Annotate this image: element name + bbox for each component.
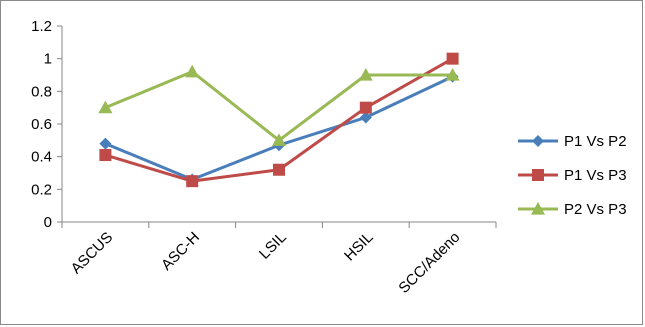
data-point-p1-vs-p2 (99, 137, 112, 150)
y-tick-label: 1.2 (31, 18, 52, 35)
data-point-p1-vs-p3 (186, 175, 199, 188)
series-line-p1-vs-p3 (104, 57, 454, 183)
legend-marker-p1-vs-p3 (532, 169, 544, 181)
data-point-p2-vs-p3 (185, 64, 200, 78)
x-tick-label: HSIL (341, 229, 377, 265)
data-point-p1-vs-p3 (359, 101, 372, 114)
y-tick-label: 0.4 (31, 149, 52, 166)
legend-label-p1-vs-p3: P1 Vs P3 (564, 167, 627, 184)
data-point-p2-vs-p3 (445, 68, 460, 81)
legend-label-p2-vs-p3: P2 Vs P3 (564, 201, 627, 218)
data-point-p2-vs-p3 (272, 133, 286, 146)
x-tick-label: ASCUS (68, 229, 117, 278)
data-point-p2-vs-p3 (358, 68, 373, 81)
y-tick-label: 0.8 (31, 83, 52, 100)
x-tick-label: SCC/Adeno (395, 229, 463, 297)
legend-marker-p1-vs-p2 (532, 135, 544, 147)
series-line-p2-vs-p3 (104, 70, 453, 142)
y-tick-label: 0.6 (31, 116, 52, 133)
data-point-p2-vs-p3 (98, 100, 113, 114)
y-tick-label: 1 (44, 51, 52, 68)
data-point-p1-vs-p2 (359, 111, 372, 124)
x-tick-label: ASC-H (158, 229, 203, 274)
x-tick-label: LSIL (256, 229, 290, 263)
data-point-p1-vs-p3 (273, 163, 285, 176)
y-tick-label: 0.2 (31, 181, 52, 198)
legend-marker-p2-vs-p3 (531, 202, 545, 215)
data-point-p1-vs-p3 (446, 52, 459, 65)
data-point-p1-vs-p3 (99, 149, 112, 162)
y-tick-label: 0 (44, 214, 52, 231)
legend-label-p1-vs-p2: P1 Vs P2 (564, 133, 627, 150)
